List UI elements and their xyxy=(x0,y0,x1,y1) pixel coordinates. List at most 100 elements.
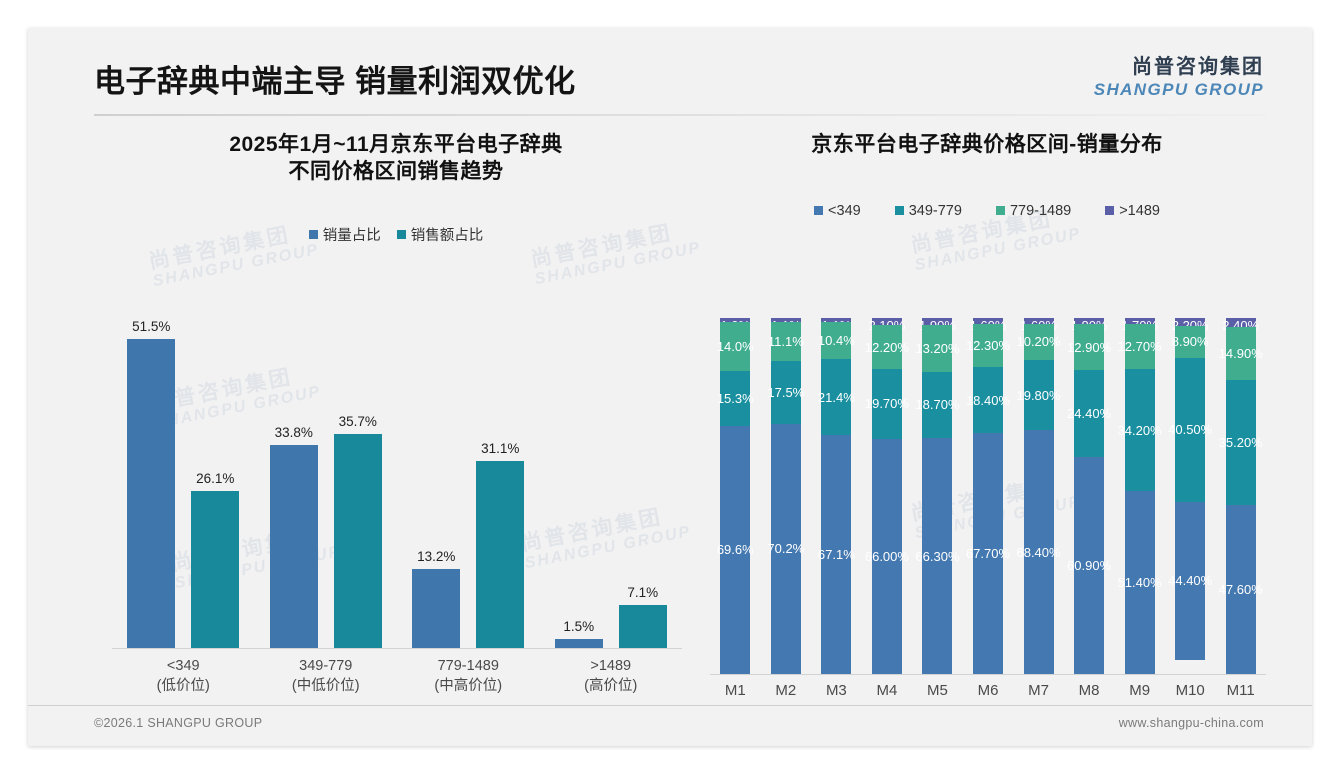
segment-value-label: 18.40% xyxy=(965,392,1011,408)
stacked-bar-segment[interactable]: 35.20% xyxy=(1219,379,1263,505)
stacked-bar[interactable]: 1.1%11.1%17.5%70.2% xyxy=(767,318,804,674)
x-axis-tick-sublabel: (高价位) xyxy=(584,678,638,694)
right-chart-legend: <349 349-779 779-1489 >1489 xyxy=(704,203,1270,219)
legend-item[interactable]: 349-779 xyxy=(894,203,962,219)
segment-value-label: 51.40% xyxy=(1117,574,1162,590)
stacked-bar-segment[interactable]: 69.6% xyxy=(717,425,754,674)
bar-value-label: 1.5% xyxy=(563,619,595,634)
stacked-bar[interactable]: 1.60%12.30%18.40%67.70% xyxy=(966,318,1010,674)
segment-value-label: 35.20% xyxy=(1218,434,1263,450)
x-axis-tick: M4 xyxy=(876,682,898,699)
stacked-bar[interactable]: 1.90% 13.20% 18.70% 66.30% xyxy=(915,318,960,674)
stacked-bar-segment[interactable]: 11.1% xyxy=(767,321,804,362)
bar-column[interactable]: 7.1% xyxy=(618,318,667,648)
stacked-bar[interactable]: 1.0%14.0%15.3%69.6% xyxy=(717,318,754,674)
bar-rect[interactable] xyxy=(333,433,382,648)
stacked-bar-segment[interactable]: 10.20% xyxy=(1016,323,1061,360)
bar-column[interactable]: 13.2% xyxy=(412,318,461,648)
stacked-bar-segment[interactable]: 1.90% xyxy=(919,318,956,333)
legend-item[interactable]: 779-1489 xyxy=(995,203,1071,219)
bar-column[interactable]: 35.7% xyxy=(333,318,382,648)
stacked-bar-segment[interactable]: 24.40% xyxy=(1067,370,1111,458)
stacked-bar-segment[interactable]: 18.40% xyxy=(966,367,1010,433)
bar-column[interactable]: 51.5% xyxy=(127,318,176,648)
bar-column[interactable]: 1.5% xyxy=(554,318,603,648)
bar-rect[interactable] xyxy=(476,461,525,648)
stacked-bar[interactable]: 2.10% 12.20% 19.70% 66.00% xyxy=(865,318,909,674)
stacked-bar[interactable]: 2.20%8.90% 40.50% 44.40% xyxy=(1168,318,1212,674)
stacked-bar-segment[interactable]: 68.40% xyxy=(1016,430,1061,674)
stacked-bar-segment[interactable]: 8.90% xyxy=(1172,325,1209,358)
stacked-bar-segment[interactable]: 14.0% xyxy=(717,321,754,372)
footer-website: www.shangpu-china.com xyxy=(1118,716,1264,730)
stacked-bar-segment[interactable]: 66.30% xyxy=(915,438,960,674)
stacked-bar-segment[interactable]: 34.20% xyxy=(1118,369,1162,491)
bar-rect[interactable] xyxy=(554,639,603,648)
stacked-bar-segment[interactable]: 67.70% xyxy=(966,432,1010,674)
legend-item-label: 销售额占比 xyxy=(410,227,484,244)
legend-item[interactable]: 销售额占比 xyxy=(396,224,484,245)
chart-panel-volume-distribution: 京东平台电子辞典价格区间-销量分布 <349 349-779 779-1489 >14… xyxy=(704,132,1270,712)
bar-column[interactable]: 33.8% xyxy=(269,318,318,648)
bar-value-label: 33.8% xyxy=(274,425,313,441)
stacked-bar-segment[interactable]: 15.3% xyxy=(717,371,754,426)
stacked-bar-segment[interactable]: 12.90% xyxy=(1067,324,1111,371)
stacked-bar[interactable]: 1.60%10.20%19.80%68.40% xyxy=(1016,318,1061,674)
stacked-bar-segment[interactable]: 12.20% xyxy=(865,325,909,369)
stacked-bar-segment[interactable]: 12.30% xyxy=(966,323,1010,368)
chart-panel-sales-trend: 2025年1月~11月京东平台电子辞典 不同价格区间销售趋势 销量占比 销售额占比… xyxy=(94,132,698,712)
legend-item[interactable]: >1489 xyxy=(1105,203,1160,219)
stacked-bar-segment[interactable]: 2.20% xyxy=(1172,318,1209,333)
stacked-bar-segment[interactable]: 60.90% xyxy=(1067,457,1111,674)
logo-text-en: SHANGPU GROUP xyxy=(1093,80,1264,99)
x-axis-tick: 349-779 (中低价位) xyxy=(255,656,398,696)
slide-header: 电子辞典中端主导 销量利润双优化 尚普咨询集团 SHANGPU GROUP xyxy=(28,28,1312,114)
bar-rect[interactable] xyxy=(191,491,240,648)
stacked-bar-segment[interactable]: 67.1% xyxy=(818,435,855,674)
segment-value-label: 11.1% xyxy=(767,334,804,350)
segment-value-label: 14.90% xyxy=(1218,345,1263,361)
bar-value-label: 31.1% xyxy=(481,441,520,457)
segment-value-label: 19.80% xyxy=(1016,387,1061,403)
bar-group: 13.2% 31.1% xyxy=(397,318,540,648)
stacked-bar-segment[interactable]: 2.40% xyxy=(1222,318,1259,333)
stacked-bar[interactable]: 1.1%10.4%21.4%67.1% xyxy=(818,318,855,674)
stacked-bar-segment[interactable]: 13.20% xyxy=(915,324,960,372)
stacked-bar-segment[interactable]: 10.4% xyxy=(818,321,855,359)
segment-value-label: 70.2% xyxy=(767,541,805,557)
bar-rect[interactable] xyxy=(127,339,176,648)
stacked-bar-segment[interactable]: 47.60% xyxy=(1219,504,1263,674)
segment-value-label: 21.4% xyxy=(817,389,855,405)
bar-rect[interactable] xyxy=(269,445,318,648)
bar-column[interactable]: 26.1% xyxy=(191,318,240,648)
stacked-bar-segment[interactable]: 14.90% xyxy=(1219,326,1263,380)
stacked-bar-segment[interactable]: 17.5% xyxy=(767,361,804,424)
legend-item[interactable]: <349 xyxy=(814,203,861,219)
legend-item-label: <349 xyxy=(828,202,861,219)
bar-rect[interactable] xyxy=(618,605,667,648)
stacked-bar-segment[interactable]: 70.2% xyxy=(767,423,804,674)
stacked-bar-segment[interactable]: 12.70% xyxy=(1118,324,1162,370)
stacked-bar-segment[interactable]: 19.70% xyxy=(865,368,909,440)
bar-rect[interactable] xyxy=(412,568,461,648)
segment-value-label: 12.20% xyxy=(864,339,909,355)
stacked-bar-segment[interactable]: 51.40% xyxy=(1118,491,1162,674)
stacked-bar-segment[interactable]: 21.4% xyxy=(818,358,855,436)
x-axis-tick-label: 349-779 xyxy=(299,658,353,674)
stacked-bar-segment[interactable]: 18.70% xyxy=(915,371,960,439)
stacked-bar[interactable]: 1.70%12.70%34.20%51.40% xyxy=(1118,318,1162,674)
segment-value-label: 18.70% xyxy=(915,397,960,413)
legend-item[interactable]: 销量占比 xyxy=(308,224,381,245)
stacked-bar-segment[interactable]: 66.00% xyxy=(865,439,909,674)
stacked-bar[interactable]: 1.80%12.90%24.40%60.90% xyxy=(1067,318,1111,674)
stacked-bar-segment[interactable]: 40.50% xyxy=(1168,357,1212,502)
bar-column[interactable]: 31.1% xyxy=(476,318,525,648)
segment-value-label: 67.1% xyxy=(817,547,855,563)
stacked-bar-segment[interactable]: 44.40% xyxy=(1168,501,1212,660)
stacked-bar[interactable]: 2.40% 14.90% 35.20% 47.60% xyxy=(1219,318,1263,674)
legend-swatch-icon xyxy=(308,229,318,239)
x-axis-tick: M1 xyxy=(724,682,746,699)
stacked-bar-segment[interactable]: 19.80% xyxy=(1016,359,1061,431)
stacked-bar-segment[interactable]: 2.10% xyxy=(868,318,905,333)
legend-swatch-icon xyxy=(814,206,824,216)
